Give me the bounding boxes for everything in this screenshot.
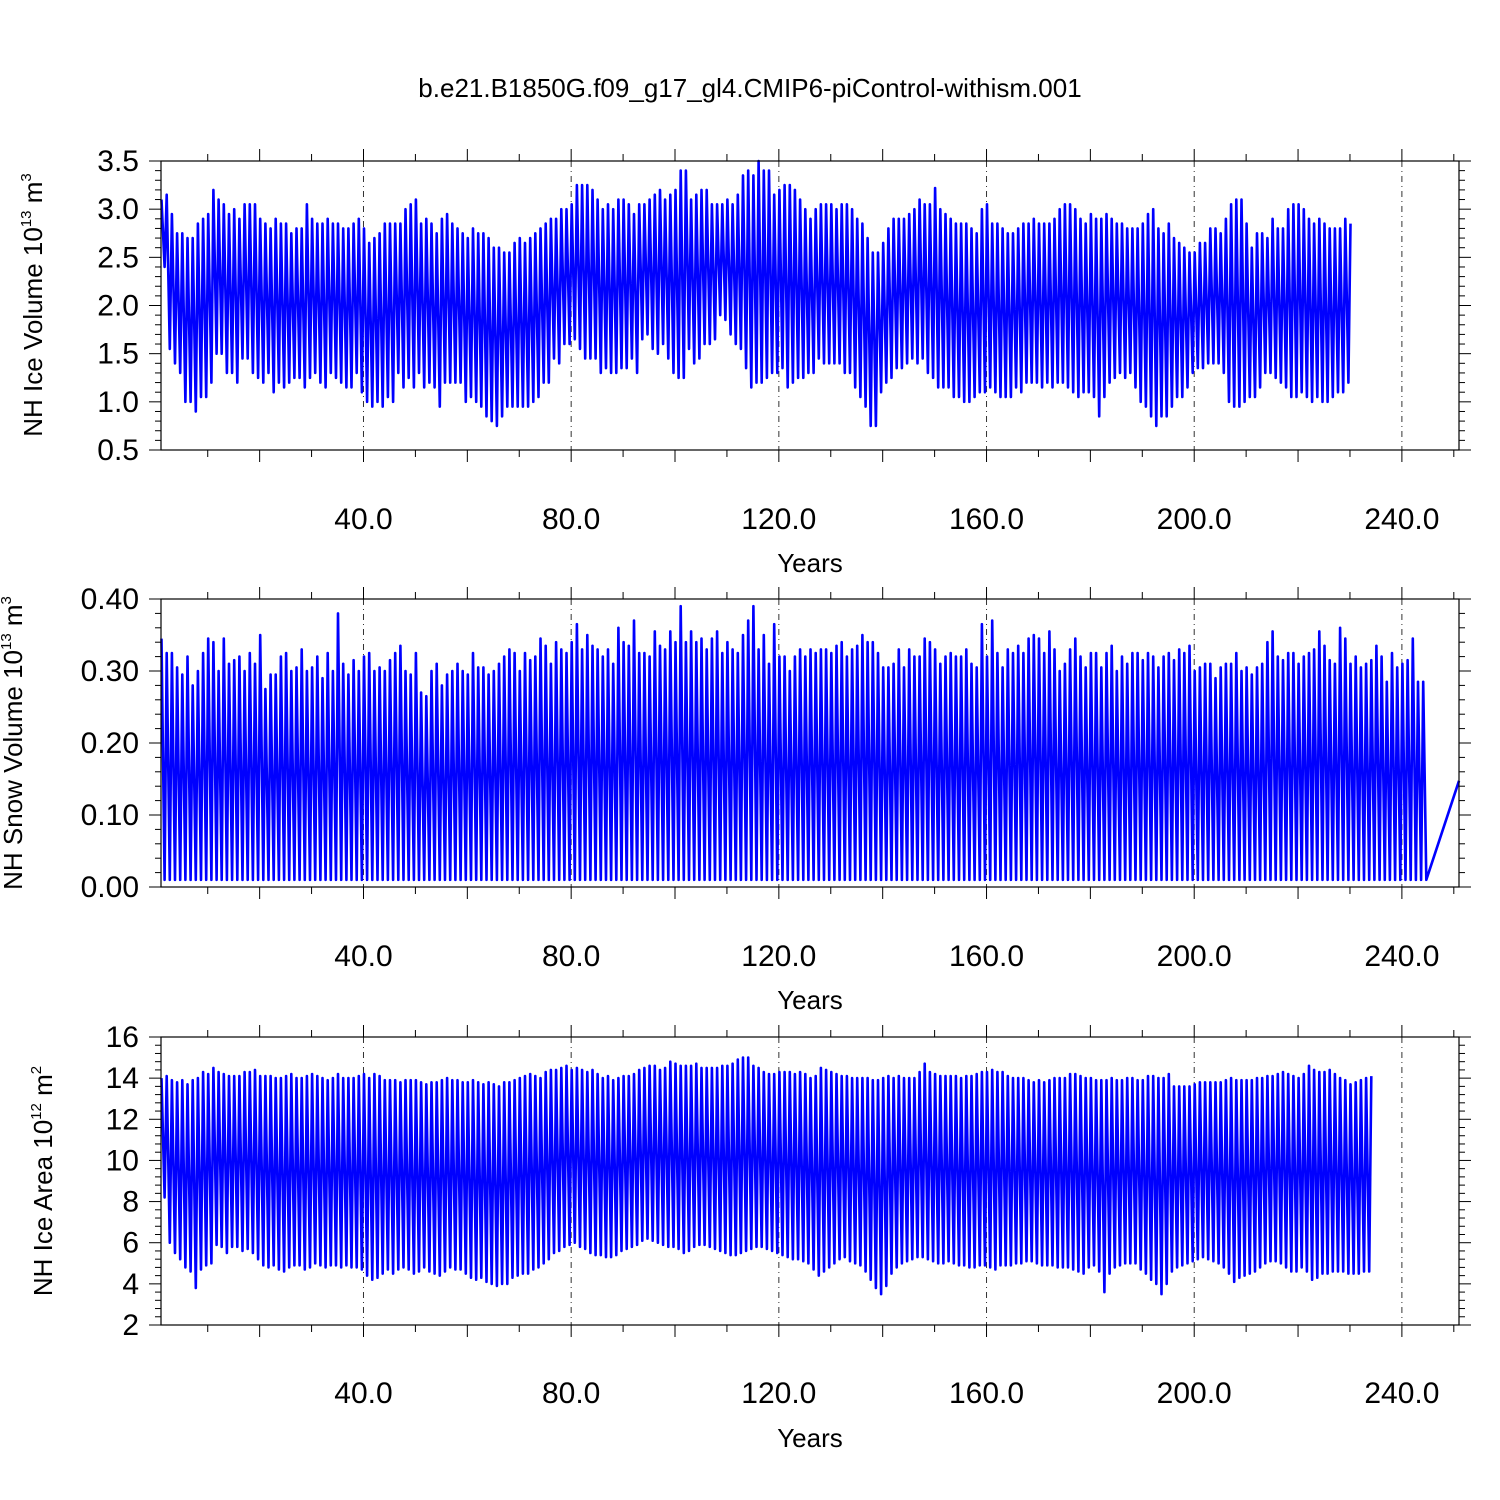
x-tick-label: 240.0 [1364, 503, 1439, 536]
plot-frame [160, 1036, 1460, 1326]
x-tick-label: 240.0 [1364, 1377, 1439, 1410]
x-tick-label: 40.0 [334, 503, 392, 536]
y-tick-label: 14 [106, 1062, 139, 1095]
panel-ice-area: 40.0 80.0 120.0 160.0 200.0 240.0 2 4 6 8 10 12 14 16… [28, 1021, 1471, 1453]
panel-ice-volume: 40.0 80.0 120.0 160.0 200.0 240.0 0.5 1.0 1.5 2.0… [18, 145, 1471, 578]
x-tick-label: 240.0 [1364, 940, 1439, 973]
y-tick-label: 2 [122, 1309, 139, 1342]
x-tick-label: 200.0 [1157, 1377, 1232, 1410]
y-tick-label: 12 [106, 1103, 139, 1136]
x-tick-label: 80.0 [542, 940, 600, 973]
x-tick-label: 120.0 [741, 940, 816, 973]
x-tick-label: 200.0 [1157, 940, 1232, 973]
y-tick-label: 16 [106, 1021, 139, 1054]
y-axis-label: NH Ice Area 1012 m2 [28, 1066, 58, 1296]
x-axis-label: Years [777, 985, 843, 1015]
y-tick-label: 8 [122, 1186, 139, 1219]
series-line-snow-volume [160, 604, 1461, 882]
y-tick-label: 0.40 [81, 583, 139, 616]
y-tick-label: 0.00 [81, 871, 139, 904]
y-tick-label: 1.0 [97, 386, 139, 419]
y-tick-label: 3.5 [97, 145, 139, 178]
y-axis-label: NH Snow Volume 1013 m3 [0, 596, 28, 890]
y-tick-label: 2.0 [97, 290, 139, 323]
y-tick-label: 0.30 [81, 655, 139, 688]
x-tick-label: 120.0 [741, 1377, 816, 1410]
x-tick-label: 200.0 [1157, 503, 1232, 536]
y-tick-label: 4 [122, 1268, 139, 1301]
x-tick-label: 80.0 [542, 1377, 600, 1410]
y-tick-label: 2.5 [97, 241, 139, 274]
x-tick-label: 40.0 [334, 940, 392, 973]
y-tick-label: 10 [106, 1144, 139, 1177]
figure-title: b.e21.B1850G.f09_g17_gl4.CMIP6-piControl… [418, 73, 1081, 103]
x-tick-label: 160.0 [949, 940, 1024, 973]
x-axis-label: Years [777, 1423, 843, 1453]
y-tick-label: 3.0 [97, 193, 139, 226]
y-tick-label: 0.5 [97, 434, 139, 467]
x-tick-label: 120.0 [741, 503, 816, 536]
panel-snow-volume: 40.0 80.0 120.0 160.0 200.0 240.0 0.00 0.10 0.20… [0, 583, 1471, 1015]
y-tick-label: 0.10 [81, 799, 139, 832]
y-axis-label: NH Ice Volume 1013 m3 [18, 173, 48, 436]
series-line-ice-area [160, 1056, 1373, 1296]
x-tick-label: 80.0 [542, 503, 600, 536]
y-tick-label: 1.5 [97, 338, 139, 371]
y-tick-label: 0.20 [81, 727, 139, 760]
series-line-ice-volume [160, 159, 1352, 428]
x-tick-label: 40.0 [334, 1377, 392, 1410]
x-tick-label: 160.0 [949, 1377, 1024, 1410]
x-axis-label: Years [777, 548, 843, 578]
x-tick-label: 160.0 [949, 503, 1024, 536]
y-tick-label: 6 [122, 1227, 139, 1260]
